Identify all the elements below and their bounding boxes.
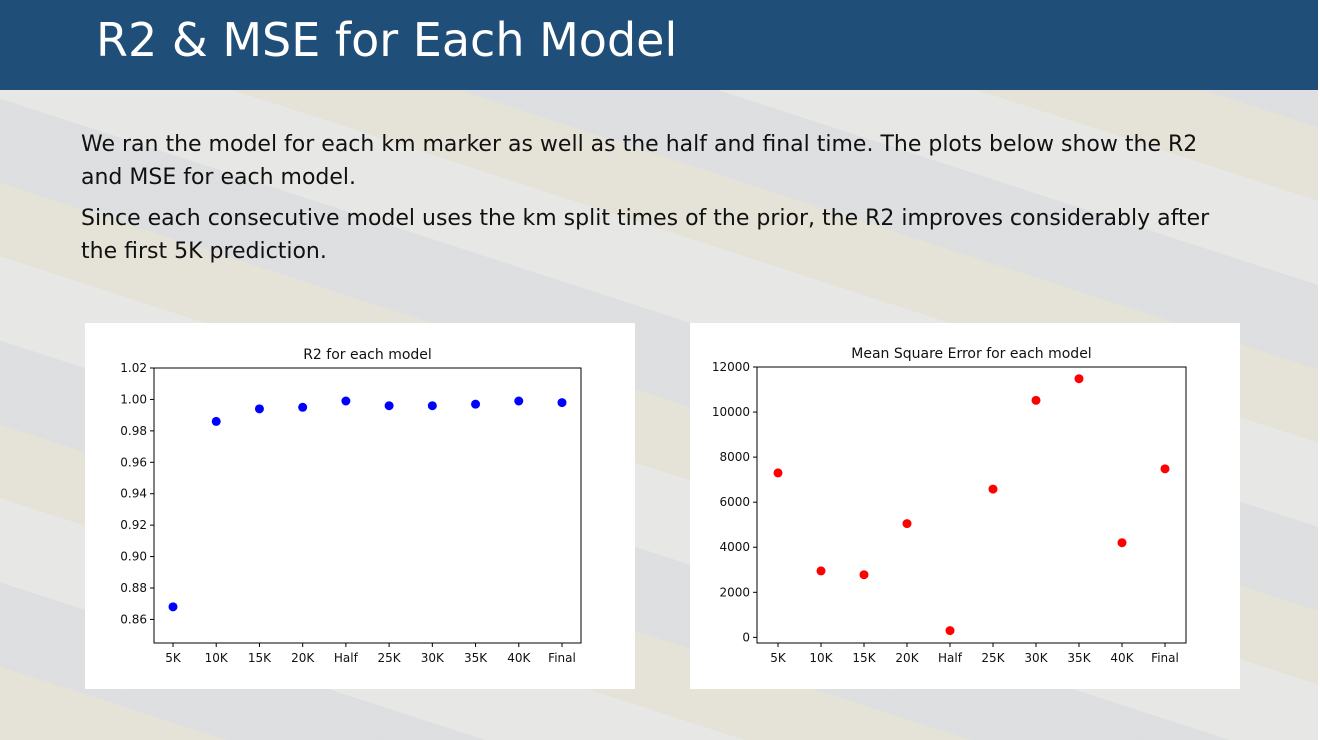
mse-y-tick-label: 8000 bbox=[719, 450, 750, 464]
mse-data-point bbox=[1160, 464, 1170, 474]
r2-x-tick-label: 15K bbox=[248, 651, 272, 665]
title-bar: R2 & MSE for Each Model bbox=[0, 0, 1318, 90]
mse-data-point bbox=[945, 626, 955, 636]
r2-y-tick-label: 0.98 bbox=[120, 424, 147, 438]
mse-data-point bbox=[859, 570, 869, 580]
mse-y-tick-label: 0 bbox=[742, 630, 750, 644]
mse-plot-frame bbox=[756, 366, 1187, 644]
mse-data-point bbox=[1074, 374, 1084, 384]
r2-data-point bbox=[471, 399, 481, 409]
mse-x-tick-label: 30K bbox=[1024, 651, 1048, 665]
r2-data-point bbox=[514, 396, 524, 406]
paragraph-2: Since each consecutive model uses the km… bbox=[81, 206, 1210, 264]
mse-chart-title: Mean Square Error for each model bbox=[851, 346, 1091, 362]
r2-x-tick-label: 35K bbox=[464, 651, 488, 665]
mse-x-tick-label: 20K bbox=[895, 651, 919, 665]
r2-data-point bbox=[427, 401, 437, 411]
r2-data-point bbox=[341, 396, 351, 406]
r2-x-tick-label: 5K bbox=[165, 651, 182, 665]
r2-x-tick-label: 25K bbox=[378, 651, 402, 665]
r2-y-tick-label: 1.00 bbox=[120, 392, 147, 406]
mse-y-tick-label: 10000 bbox=[712, 405, 750, 419]
mse-data-point bbox=[1117, 538, 1127, 548]
mse-data-point bbox=[816, 566, 826, 576]
mse-data-point bbox=[902, 519, 912, 529]
r2-x-tick-label: 20K bbox=[291, 651, 315, 665]
mse-y-tick-label: 6000 bbox=[719, 495, 750, 509]
slide-edge bbox=[1318, 0, 1320, 740]
slide-title: R2 & MSE for Each Model bbox=[96, 13, 678, 67]
r2-plot-frame bbox=[153, 367, 582, 644]
mse-y-tick-label: 4000 bbox=[719, 540, 750, 554]
r2-chart: R2 for each model 1.02 1.00 0.98 0.96 0.94 0.9… bbox=[120, 347, 582, 665]
mse-x-tick-label: 35K bbox=[1067, 651, 1091, 665]
r2-y-tick-label: 0.88 bbox=[120, 581, 147, 595]
r2-chart-panel: R2 for each model 1.02 1.00 0.98 0.96 0.94 0.9… bbox=[85, 323, 635, 689]
r2-x-tick-label: 30K bbox=[421, 651, 445, 665]
r2-data-point bbox=[384, 401, 394, 411]
mse-x-tick-label: 40K bbox=[1110, 651, 1134, 665]
r2-data-point bbox=[557, 398, 567, 408]
mse-y-tick-label: 12000 bbox=[712, 360, 750, 374]
mse-data-point bbox=[1031, 395, 1041, 405]
mse-x-tick-label: 15K bbox=[852, 651, 876, 665]
mse-x-tick-label: Half bbox=[938, 651, 963, 665]
r2-x-tick-label: 40K bbox=[507, 651, 531, 665]
mse-data-point bbox=[988, 484, 998, 494]
r2-y-tick-label: 0.92 bbox=[120, 518, 147, 532]
mse-y-tick-label: 2000 bbox=[719, 585, 750, 599]
mse-x-tick-label: 10K bbox=[809, 651, 833, 665]
r2-data-point bbox=[254, 404, 264, 414]
r2-y-tick-label: 0.96 bbox=[120, 455, 147, 469]
r2-y-tick-label: 0.94 bbox=[120, 487, 147, 501]
r2-data-point bbox=[211, 416, 221, 426]
r2-y-tick-label: 0.90 bbox=[120, 550, 147, 564]
mse-x-tick-label: Final bbox=[1151, 651, 1179, 665]
r2-x-tick-label: 10K bbox=[205, 651, 229, 665]
r2-x-tick-label: Final bbox=[548, 651, 576, 665]
mse-chart-panel: Mean Square Error for each model 12000 100… bbox=[690, 323, 1240, 689]
mse-data-point bbox=[773, 468, 783, 478]
r2-y-tick-label: 0.86 bbox=[120, 612, 147, 626]
r2-chart-title: R2 for each model bbox=[303, 347, 432, 363]
paragraph-1: We ran the model for each km marker as w… bbox=[81, 132, 1198, 190]
r2-y-tick-label: 1.02 bbox=[120, 361, 147, 375]
r2-x-tick-label: Half bbox=[334, 651, 359, 665]
mse-chart: Mean Square Error for each model 12000 100… bbox=[712, 346, 1187, 665]
r2-data-point bbox=[168, 602, 178, 612]
r2-data-point bbox=[298, 402, 308, 412]
mse-x-tick-label: 5K bbox=[770, 651, 787, 665]
mse-x-tick-label: 25K bbox=[981, 651, 1005, 665]
